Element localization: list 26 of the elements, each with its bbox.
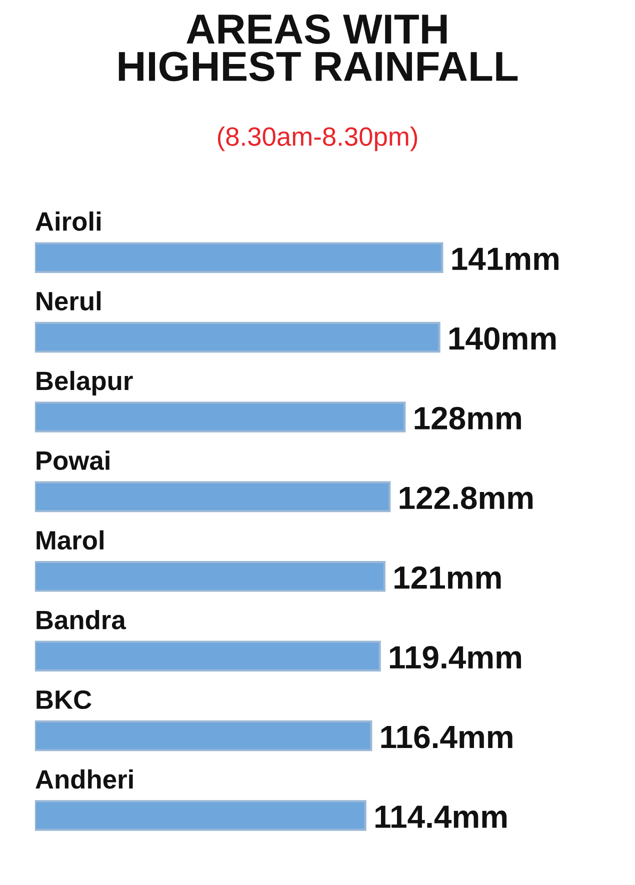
y-tick-label: Powai [36, 450, 110, 470]
bar [34, 640, 381, 672]
bar [34, 242, 444, 273]
data-label: 122.8mm [400, 486, 533, 510]
data-label: 121mm [394, 566, 501, 589]
y-tick-label: Nerul [36, 291, 101, 311]
y-tick-label: BKC [36, 690, 92, 710]
y-tick-label: Belapur [36, 370, 133, 396]
bar [34, 720, 372, 752]
y-tick-label: Airoli [36, 211, 100, 231]
chart-title: AREAS WITH HIGHEST RAINFALL [118, 14, 518, 82]
y-tick-label: Marol [36, 530, 104, 550]
bar [34, 322, 440, 353]
chart-subtitle: (8.30am-8.30pm) [218, 126, 418, 152]
bar [34, 560, 386, 592]
data-label: 114.4mm [376, 806, 507, 828]
data-label: 119.4mm [390, 646, 521, 669]
bar [34, 402, 406, 432]
data-label: 141mm [452, 248, 558, 270]
data-label: 128mm [414, 406, 521, 430]
data-label: 140mm [449, 327, 556, 350]
bar [34, 481, 391, 512]
y-tick-label: Bandra [36, 610, 126, 630]
bar [34, 800, 366, 831]
data-label: 116.4mm [381, 726, 512, 748]
y-tick-label: Andheri [36, 769, 133, 789]
